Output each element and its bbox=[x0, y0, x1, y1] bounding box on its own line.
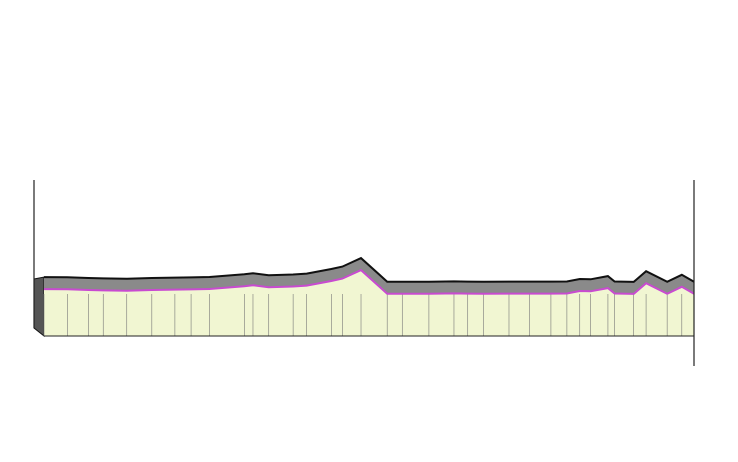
profile-side-slab bbox=[33, 276, 45, 338]
route-line bbox=[43, 268, 695, 295]
profile-top-line bbox=[43, 256, 695, 283]
ground-area bbox=[44, 270, 694, 336]
